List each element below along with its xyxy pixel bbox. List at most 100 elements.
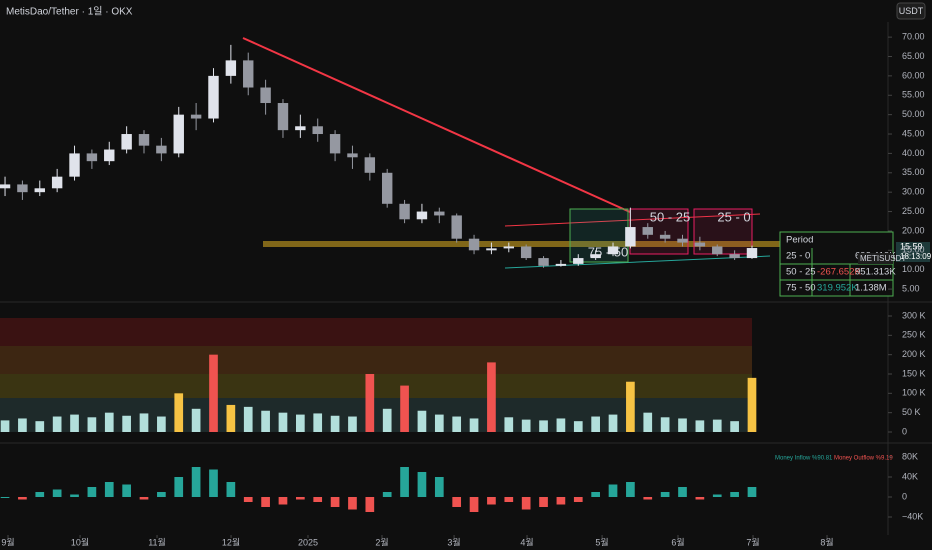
band	[0, 346, 752, 374]
x-tick-label: 3월	[447, 536, 460, 547]
candle-body	[0, 184, 11, 189]
candle-body	[121, 134, 132, 150]
bar	[591, 416, 600, 432]
bar	[556, 497, 566, 505]
legend-entry: Money Outflow %9.19	[834, 456, 893, 462]
table-cell: 50 - 25	[786, 267, 816, 278]
y-tick-label: 300 K	[902, 310, 926, 320]
candle-body	[625, 227, 636, 247]
bar	[660, 417, 670, 432]
table-cell: 75 - 50	[786, 283, 816, 294]
volume-profile-band	[263, 241, 780, 247]
bar	[35, 421, 45, 432]
bar	[226, 404, 236, 432]
candle-body	[399, 203, 410, 220]
bar	[122, 484, 131, 497]
table-cell: Period	[786, 235, 813, 246]
bar	[104, 482, 114, 497]
candle-body	[555, 263, 567, 266]
bar	[487, 362, 496, 432]
bar	[452, 416, 462, 432]
bar	[678, 487, 687, 497]
bar	[434, 477, 444, 497]
y-tick-label: 40.00	[902, 148, 925, 158]
bar	[712, 494, 722, 497]
candle-body	[729, 254, 740, 259]
bar	[278, 412, 288, 432]
channel-line	[504, 255, 771, 269]
bar	[365, 373, 375, 432]
bar	[296, 497, 305, 500]
bar	[52, 489, 62, 497]
candle-body	[138, 134, 150, 146]
candle-body	[607, 246, 619, 255]
y-tick-label: 55.00	[902, 90, 925, 100]
countdown: 18:13:09	[900, 252, 932, 261]
bar	[313, 497, 323, 502]
bar	[504, 497, 514, 502]
bar	[209, 469, 218, 497]
x-tick-label: 6월	[671, 536, 684, 547]
bar	[261, 410, 270, 432]
bar	[573, 497, 583, 502]
bar	[70, 414, 79, 432]
bar	[18, 497, 27, 500]
zone-box	[693, 208, 753, 255]
candle-body	[659, 234, 671, 239]
bar	[139, 497, 149, 500]
bar	[209, 354, 218, 432]
candle-body	[225, 60, 237, 76]
x-tick-label: 2월	[375, 536, 388, 547]
candle-body	[364, 157, 376, 173]
candle-body	[295, 126, 306, 131]
candle-body	[416, 211, 428, 220]
candle-body	[434, 211, 445, 216]
candle-body	[712, 246, 723, 255]
symbol-tag	[858, 253, 893, 264]
bar	[626, 482, 635, 497]
x-tick-label: 11월	[148, 536, 166, 547]
bar	[174, 393, 184, 432]
bar	[226, 482, 236, 497]
table-cell: 25 - 0	[786, 251, 810, 262]
candle-body	[34, 188, 45, 193]
band	[0, 318, 752, 346]
bar	[313, 413, 323, 432]
bar	[139, 413, 149, 432]
y-tick-label: 20.00	[902, 225, 925, 235]
candle-body	[468, 238, 480, 251]
bar	[400, 385, 409, 432]
bar	[747, 377, 757, 432]
bar	[191, 408, 201, 432]
y-tick-label: 80K	[902, 451, 918, 461]
y-tick-label: 50 K	[902, 407, 921, 417]
channel-line	[504, 213, 761, 227]
bar	[52, 416, 62, 432]
candle-body	[538, 258, 549, 266]
bar	[487, 497, 496, 505]
currency-label[interactable]: USDT	[899, 6, 924, 16]
bar	[330, 415, 340, 432]
bar	[18, 418, 27, 432]
candle-body	[51, 176, 63, 189]
table-cell: 319.952K	[817, 283, 858, 294]
candle-body	[642, 227, 653, 235]
bar	[417, 472, 427, 497]
bar	[0, 420, 10, 432]
candle-body	[173, 114, 184, 154]
bar	[104, 412, 114, 432]
y-tick-label: 100 K	[902, 388, 926, 398]
bar	[243, 497, 253, 502]
bar	[730, 421, 739, 432]
candle-body	[277, 103, 289, 131]
candle-body	[86, 153, 98, 162]
candle-body	[17, 184, 28, 193]
bar	[0, 497, 10, 498]
table-cell: 1.138M	[855, 283, 887, 294]
bar	[695, 420, 705, 432]
currency-button[interactable]	[896, 2, 926, 20]
bar	[573, 421, 583, 432]
y-tick-label: 45.00	[902, 128, 925, 138]
candle-body	[451, 215, 462, 239]
